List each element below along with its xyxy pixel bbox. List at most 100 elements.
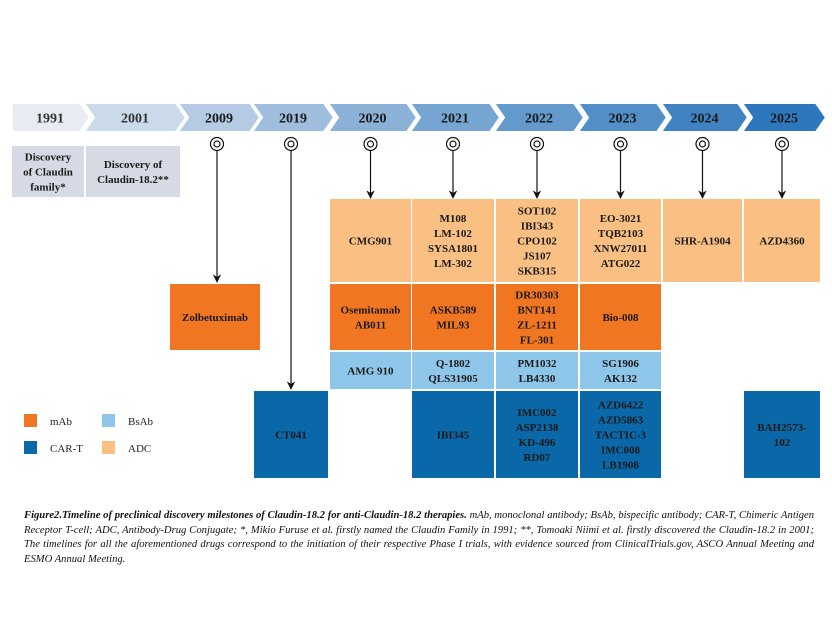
discovery-box-2001-label: Discovery of: [104, 159, 163, 171]
figure-caption: Figure2.Timeline of preclinical discover…: [24, 509, 814, 567]
timeline-arrow-band: 1991 2001 2009 2019 2020 2021 2022 2023 2024 2025: [11, 102, 828, 133]
discovery-box-1991: [12, 146, 84, 197]
drug-box-bsab-2021: [412, 352, 494, 389]
drug-box-adc-2023-label: ATG022: [601, 258, 641, 270]
discovery-box-2001: [86, 146, 180, 197]
drug-box-adc-2022-label: SOT102: [518, 206, 557, 218]
drug-box-adc-2021-label: LM-302: [434, 258, 472, 270]
drug-box-cart-2022-label: KD-496: [519, 437, 556, 449]
drug-box-adc-2023-label: TQB2103: [598, 228, 644, 240]
legend-swatch-bsab: [102, 414, 115, 427]
milestone-marker-inner-2019: [287, 140, 295, 148]
drug-box-adc-2022-label: JS107: [523, 251, 552, 263]
timeline-segment-2021: [408, 102, 502, 133]
year-label-2019: 2019: [279, 112, 307, 127]
year-label-2025: 2025: [770, 112, 798, 127]
drug-box-cart-2022: [496, 391, 578, 478]
timeline-segment-2020: [326, 102, 419, 133]
drug-box-bsab-2023-label: AK132: [604, 373, 638, 385]
drug-box-mab-2023-label: Bio-008: [602, 312, 639, 324]
drug-box-adc-2022-label: CPO102: [517, 236, 557, 248]
timeline-segment-2024: [659, 102, 750, 133]
drug-box-cart-2025: [744, 391, 820, 478]
drug-box-mab-2022-label: DR30303: [515, 290, 559, 302]
drug-box-adc-2022-label: SKB315: [518, 266, 557, 278]
drug-box-adc-2025-label: AZD4360: [759, 236, 805, 248]
drug-box-mab-2009-label: Zolbetuximab: [182, 312, 248, 324]
drug-box-bsab-2023: [580, 352, 661, 389]
milestone-marker-inner-2021: [449, 140, 457, 148]
year-label-2024: 2024: [691, 112, 719, 127]
drug-box-mab-2023: [580, 284, 661, 350]
legend-swatch-car-t: [24, 441, 37, 454]
drug-box-cart-2023-label: LB1908: [602, 460, 639, 472]
drug-box-adc-2021-label: SYSA1801: [428, 243, 478, 255]
milestone-marker-inner-2025: [778, 140, 786, 148]
drug-box-bsab-2022-label: PM1032: [517, 358, 557, 370]
drug-box-mab-2021: [412, 284, 494, 350]
drug-box-adc-2023-label: XNW27011: [594, 243, 648, 255]
year-label-1991: 1991: [36, 112, 64, 127]
legend-swatch-adc: [102, 441, 115, 454]
timeline-segment-2009: [176, 102, 262, 133]
drug-box-cart-2021-label: IBI345: [437, 430, 470, 442]
drug-box-adc-2021-label: LM-102: [434, 228, 472, 240]
legend-label-adc: ADC: [128, 443, 151, 455]
drug-box-cart-2019: [254, 391, 328, 478]
milestone-marker-inner-2022: [533, 140, 541, 148]
milestone-marker-inner-2024: [698, 140, 707, 148]
drug-box-mab-2022-label: FL-301: [520, 335, 554, 347]
milestone-marker-inner-2023: [616, 140, 625, 148]
legend: mAb BsAb CAR-T ADC: [24, 414, 154, 455]
drug-box-cart-2022-label: ASP2138: [516, 422, 559, 434]
discovery-box-2001-label: Claudin-18.2**: [97, 174, 169, 186]
drug-box-cart-2022-label: RD07: [524, 452, 551, 464]
drug-box-cart-2023-label: AZD6422: [598, 400, 644, 412]
drug-box-mab-2020-label: AB011: [355, 320, 386, 332]
drug-box-cart-2023-label: TACTIC-3: [595, 430, 647, 442]
legend-swatch-mab: [24, 414, 37, 427]
discovery-box-1991-label: family*: [30, 182, 66, 194]
drug-box-adc-2022-label: IBI343: [521, 221, 554, 233]
drug-box-bsab-2020-label: AMG 910: [347, 366, 394, 378]
milestone-marker-inner-2009: [213, 140, 221, 148]
drug-box-cart-2021: [412, 391, 494, 478]
drug-box-bsab-2023-label: SG1906: [602, 358, 639, 370]
timeline-segment-2023: [576, 102, 669, 133]
timeline-connectors: [209, 136, 790, 390]
drug-box-adc-2023: [580, 199, 661, 282]
drug-box-cart-2023-label: IMC008: [601, 445, 641, 457]
drug-box-mab-2022-label: BNT141: [517, 305, 556, 317]
drug-boxes: Discovery of Claudin family* Discovery of Cl…: [12, 146, 820, 478]
drug-box-bsab-2022: [496, 352, 578, 389]
drug-box-bsab-2021-label: Q-1802: [436, 358, 471, 370]
year-label-2001: 2001: [121, 112, 149, 127]
drug-box-mab-2021-label: MIL93: [437, 320, 471, 332]
timeline-segment-1991: [11, 102, 92, 133]
drug-box-cart-2022-label: IMC002: [517, 407, 557, 419]
year-label-2021: 2021: [441, 112, 469, 127]
timeline-segment-2022: [492, 102, 586, 133]
drug-box-mab-2022-label: ZL-1211: [517, 320, 557, 332]
year-label-2023: 2023: [609, 112, 637, 127]
drug-box-cart-2023-label: AZD5863: [598, 415, 644, 427]
drug-box-bsab-2022-label: LB4330: [519, 373, 556, 385]
drug-box-adc-2021: [412, 199, 494, 282]
year-label-2009: 2009: [205, 112, 233, 127]
discovery-box-1991-label: Discovery: [25, 152, 72, 164]
drug-box-adc-2022: [496, 199, 578, 282]
drug-box-bsab-2021-label: QLS31905: [428, 373, 478, 385]
drug-box-adc-2023-label: EO-3021: [600, 213, 642, 225]
drug-box-adc-2025: [744, 199, 820, 282]
drug-box-cart-2025-label: 102: [774, 437, 791, 449]
year-label-2022: 2022: [525, 112, 553, 127]
drug-box-mab-2021-label: ASKB589: [430, 305, 477, 317]
drug-box-adc-2024: [663, 199, 742, 282]
caption-body: mAb, monoclonal antibody; BsAb, bispecif…: [24, 510, 814, 565]
drug-box-cart-2025-label: BAH2573-: [757, 422, 807, 434]
drug-box-adc-2020-label: CMG901: [349, 236, 392, 248]
timeline-segment-2001: [82, 102, 188, 133]
timeline-segment-2025: [740, 102, 828, 133]
drug-box-mab-2020-label: Osemitamab: [341, 305, 401, 317]
